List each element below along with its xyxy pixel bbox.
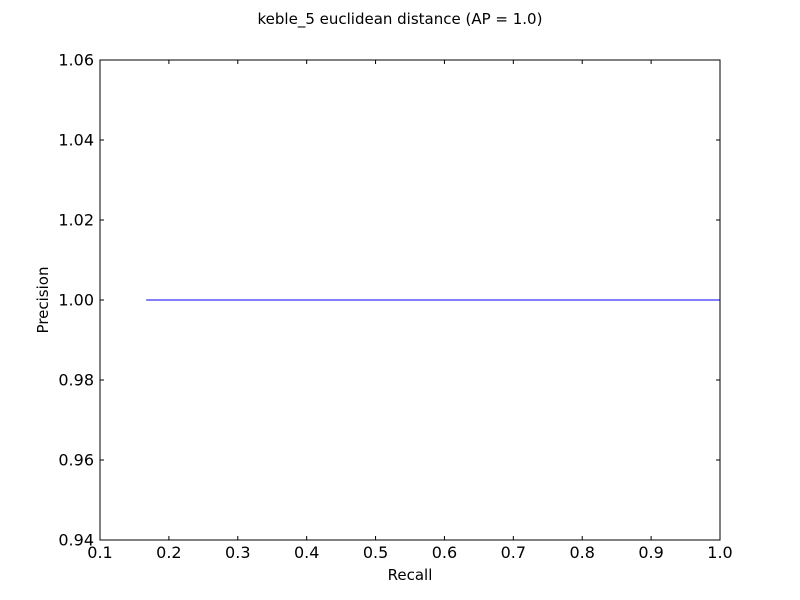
y-tick-label: 0.94: [58, 531, 94, 550]
y-axis-label: Precision: [34, 267, 52, 334]
y-tick-label: 0.96: [58, 451, 94, 470]
y-tick-label: 0.98: [58, 371, 94, 390]
x-tick-label: 1.0: [707, 543, 732, 562]
x-tick-label: 0.8: [569, 543, 594, 562]
y-tick-label: 1.06: [58, 51, 94, 70]
x-tick-label: 0.5: [363, 543, 388, 562]
x-tick-label: 0.6: [432, 543, 457, 562]
x-axis-label: Recall: [388, 566, 433, 584]
y-tick-label: 1.02: [58, 211, 94, 230]
plot-frame: [99, 59, 721, 541]
x-tick-label: 0.4: [294, 543, 319, 562]
y-tick-label: 1.04: [58, 131, 94, 150]
y-tick-label: 1.00: [58, 291, 94, 310]
axis-ticks: 0.1 0.2 0.3 0.4 0.5 0.6 0.7 0.8 0.9 1.0 0.94 0.96 0.…: [58, 51, 732, 563]
x-tick-label: 0.3: [225, 543, 250, 562]
chart-title: keble_5 euclidean distance (AP = 1.0): [258, 10, 543, 29]
x-tick-label: 0.1: [87, 543, 112, 562]
x-tick-label: 0.2: [156, 543, 181, 562]
x-tick-label: 0.7: [501, 543, 526, 562]
x-tick-label: 0.9: [638, 543, 663, 562]
